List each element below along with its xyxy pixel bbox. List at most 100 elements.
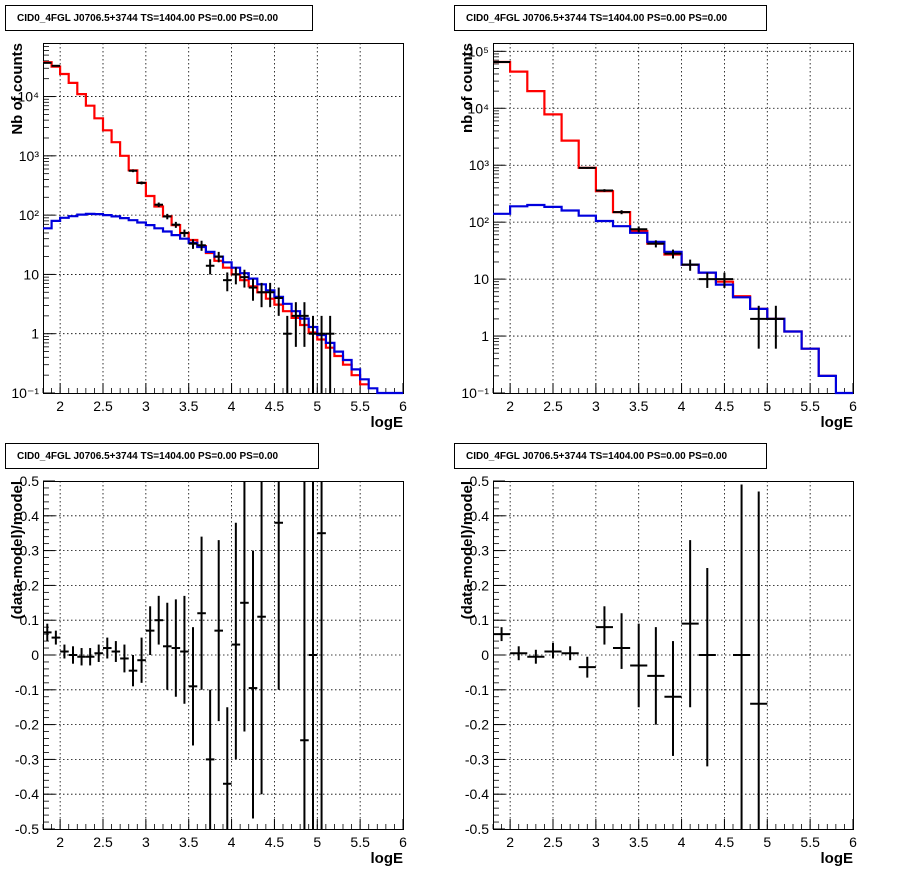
data-point <box>647 240 665 248</box>
data-point <box>214 251 223 263</box>
data-point <box>613 613 631 669</box>
data-point <box>240 481 249 732</box>
data-point <box>317 481 326 829</box>
data-point <box>767 305 785 349</box>
chart-panel-2: CID0_4FGL J0706.5+3744 TS=1404.00 PS=0.0… <box>454 5 857 431</box>
data-point <box>595 189 613 192</box>
data-point <box>197 240 206 251</box>
data-point <box>300 481 309 829</box>
data-point <box>317 315 326 393</box>
data-point <box>308 315 318 393</box>
data-point <box>223 272 232 292</box>
x-tick-label: 3.5 <box>629 398 649 414</box>
data-point <box>240 269 249 288</box>
data-point <box>43 61 52 64</box>
x-tick-label: 2 <box>506 398 514 414</box>
x-tick-label: 3.5 <box>179 834 199 850</box>
data-point <box>733 484 751 829</box>
y-tick-label: -0.3 <box>15 751 39 767</box>
x-tick-label: 6 <box>849 398 857 414</box>
y-axis-label: (data-model)/model <box>9 481 26 619</box>
x-tick-label: 4 <box>678 398 686 414</box>
chart-panel-3: CID0_4FGL J0706.5+3744 TS=1404.00 PS=0.0… <box>5 443 407 867</box>
x-tick-label: 2.5 <box>93 834 113 850</box>
data-point <box>630 623 648 708</box>
data-point <box>180 595 189 704</box>
histogram-series-2 <box>43 212 403 395</box>
chart-title: CID0_4FGL J0706.5+3744 TS=1404.00 PS=0.0… <box>17 13 279 24</box>
title-box <box>454 443 767 469</box>
data-point <box>283 315 292 393</box>
data-point <box>137 181 146 185</box>
data-point <box>664 641 682 756</box>
title-box <box>454 5 767 31</box>
y-tick-label: 0.1 <box>470 612 490 628</box>
y-tick-label: 0.4 <box>470 508 490 524</box>
data-point <box>613 210 631 215</box>
y-tick-label: 10⁵ <box>468 43 489 59</box>
data-point <box>205 689 215 829</box>
x-tick-label: 3 <box>142 834 150 850</box>
data-point <box>493 627 511 642</box>
data-point <box>647 627 665 725</box>
data-point <box>231 267 241 285</box>
x-axis-label: logE <box>371 414 404 431</box>
data-point <box>188 627 198 746</box>
data-point <box>154 202 163 208</box>
x-tick-label: 2.5 <box>543 398 563 414</box>
x-tick-label: 4.5 <box>715 398 735 414</box>
y-axis-label: (data-model)/model <box>459 481 476 619</box>
data-point <box>681 540 699 708</box>
x-axis-label: logE <box>821 414 854 431</box>
data-point <box>578 656 596 678</box>
data-point <box>308 481 318 829</box>
data-point <box>291 302 301 347</box>
data-point <box>248 278 258 301</box>
chart-title: CID0_4FGL J0706.5+3744 TS=1404.00 PS=0.0… <box>17 451 279 462</box>
x-tick-label: 3 <box>142 398 150 414</box>
y-tick-label: -0.1 <box>15 682 39 698</box>
x-tick-label: 6 <box>849 834 857 850</box>
data-point <box>111 641 121 662</box>
data-point <box>145 606 155 655</box>
data-point <box>205 259 215 275</box>
data-point <box>325 315 335 393</box>
x-tick-label: 6 <box>399 398 407 414</box>
data-point <box>197 536 206 690</box>
data-point <box>51 630 61 645</box>
x-tick-label: 5 <box>763 834 771 850</box>
data-point <box>257 282 266 308</box>
y-tick-label: -0.2 <box>465 717 489 733</box>
data-point <box>223 707 232 829</box>
data-point <box>171 221 181 228</box>
y-tick-label: 10² <box>19 207 40 223</box>
y-tick-label: 0.1 <box>20 612 40 628</box>
y-tick-label: -0.2 <box>15 717 39 733</box>
data-point <box>274 481 283 690</box>
y-axis-label: Nb of counts <box>9 43 26 135</box>
y-tick-label: 10⁻¹ <box>461 385 489 401</box>
data-point <box>750 491 768 829</box>
data-point <box>51 64 61 67</box>
x-tick-label: 3 <box>592 834 600 850</box>
data-point <box>137 637 146 683</box>
x-axis-label: logE <box>371 850 404 867</box>
plot-frame <box>43 43 404 394</box>
x-tick-label: 5.5 <box>800 834 820 850</box>
x-tick-label: 4 <box>228 398 236 414</box>
x-axis-label: logE <box>821 850 854 867</box>
title-box <box>5 5 313 31</box>
data-point <box>120 644 129 673</box>
data-point <box>128 655 138 687</box>
y-tick-label: 10 <box>23 266 39 282</box>
y-tick-label: 0.3 <box>470 543 490 559</box>
x-tick-label: 2 <box>506 834 514 850</box>
histogram-series-2 <box>493 203 853 395</box>
data-point <box>85 648 95 666</box>
chart-title: CID0_4FGL J0706.5+3744 TS=1404.00 PS=0.0… <box>466 451 728 462</box>
plot-frame <box>493 43 854 394</box>
data-point <box>248 550 258 819</box>
y-tick-label: -0.3 <box>465 751 489 767</box>
y-tick-label: 0.5 <box>470 473 490 489</box>
